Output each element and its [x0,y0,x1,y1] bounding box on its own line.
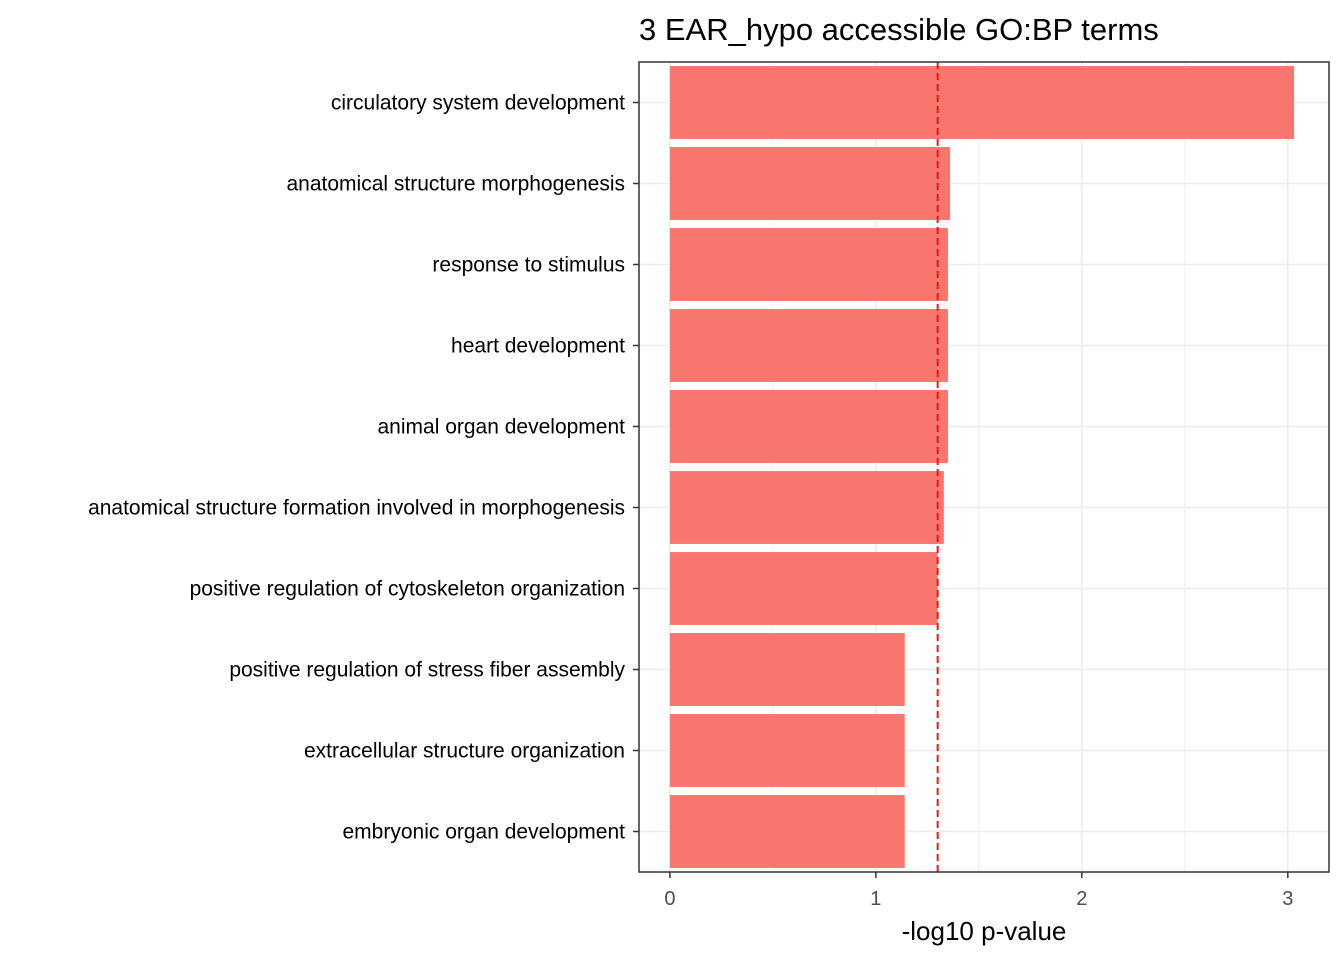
bar [669,147,951,220]
category-label: heart development [451,335,625,358]
bar [669,552,938,625]
x-tick-label: 0 [664,888,675,910]
category-labels: circulatory system development anatomical… [88,92,639,844]
category-label: anatomical structure morphogenesis [286,173,625,196]
bars [669,66,1294,868]
category-label: positive regulation of cytoskeleton orga… [190,578,625,601]
bar [669,471,944,544]
x-tick-label: 3 [1282,888,1293,910]
bar [669,390,948,463]
panel-border [638,61,1330,873]
x-axis-title: -log10 p-value [902,916,1067,946]
category-label: extracellular structure organization [304,740,625,763]
chart-title: 3 EAR_hypo accessible GO:BP terms [639,12,1159,47]
category-label: animal organ development [378,416,626,439]
category-label: anatomical structure formation involved … [88,497,625,520]
x-tick-label: 1 [870,888,881,910]
category-label: response to stimulus [432,254,625,277]
x-tick-label: 2 [1076,888,1087,910]
bar [669,228,948,301]
bar [669,66,1294,139]
x-ticks: 0 1 2 3 [664,872,1293,910]
bar [669,633,905,706]
category-label: positive regulation of stress fiber asse… [229,659,625,682]
category-label: circulatory system development [331,92,625,115]
category-label: embryonic organ development [343,821,626,844]
bar [669,795,905,868]
bar [669,714,905,787]
bar [669,309,948,382]
